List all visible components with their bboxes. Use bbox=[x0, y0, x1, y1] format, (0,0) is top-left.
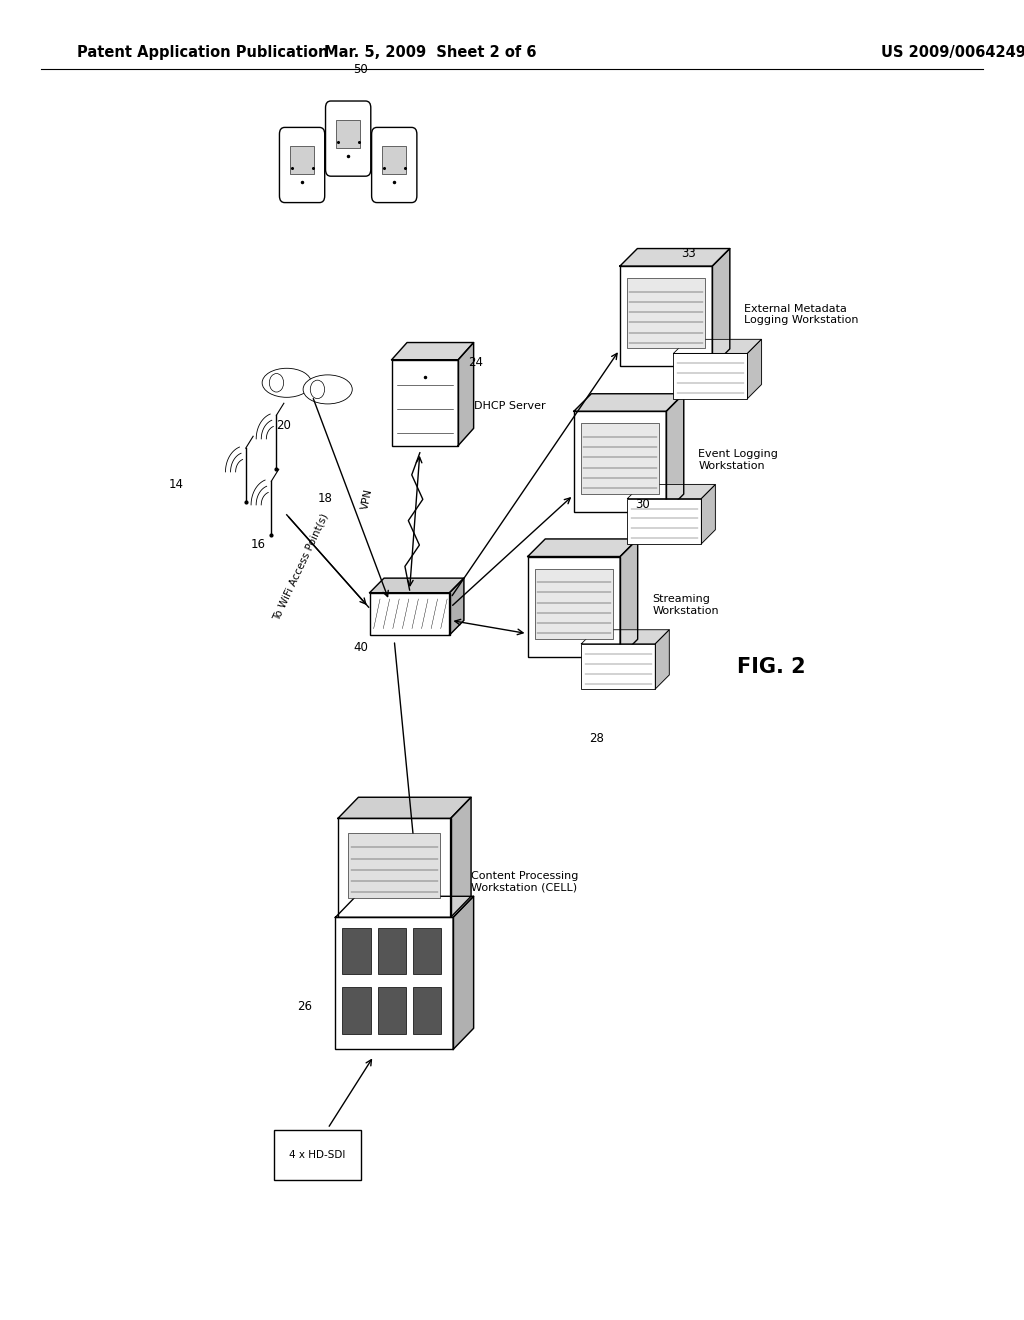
Bar bbox=[527, 557, 621, 657]
Text: Patent Application Publication: Patent Application Publication bbox=[77, 45, 329, 61]
Bar bbox=[627, 279, 706, 348]
Polygon shape bbox=[453, 896, 473, 1049]
Polygon shape bbox=[674, 339, 762, 354]
Text: 24: 24 bbox=[468, 355, 483, 368]
Text: 40: 40 bbox=[353, 640, 369, 653]
Bar bbox=[573, 412, 667, 512]
Bar bbox=[348, 833, 440, 898]
Bar bbox=[413, 987, 441, 1034]
Polygon shape bbox=[701, 484, 716, 544]
Text: 18: 18 bbox=[317, 491, 333, 504]
Polygon shape bbox=[713, 248, 730, 367]
Bar bbox=[274, 1130, 361, 1180]
Bar bbox=[336, 120, 360, 148]
Text: 28: 28 bbox=[589, 731, 604, 744]
Text: 14: 14 bbox=[169, 478, 184, 491]
Bar bbox=[581, 424, 659, 494]
Polygon shape bbox=[748, 339, 762, 399]
FancyBboxPatch shape bbox=[326, 102, 371, 176]
Text: 26: 26 bbox=[297, 999, 312, 1012]
Bar bbox=[674, 354, 748, 399]
Polygon shape bbox=[621, 539, 638, 657]
Bar bbox=[370, 593, 450, 635]
Text: 4 x HD-SDI: 4 x HD-SDI bbox=[289, 1150, 346, 1160]
Bar bbox=[290, 147, 314, 174]
Bar bbox=[378, 928, 406, 974]
Polygon shape bbox=[338, 797, 471, 818]
Text: External Metadata
Logging Workstation: External Metadata Logging Workstation bbox=[744, 304, 859, 326]
Text: Event Logging
Workstation: Event Logging Workstation bbox=[698, 449, 778, 471]
Polygon shape bbox=[582, 630, 670, 644]
Text: To WiFi Access Point(s): To WiFi Access Point(s) bbox=[271, 512, 330, 623]
Text: 33: 33 bbox=[681, 247, 695, 260]
Text: US 2009/0064249 A1: US 2009/0064249 A1 bbox=[881, 45, 1024, 61]
Polygon shape bbox=[391, 342, 473, 359]
Bar bbox=[582, 644, 655, 689]
Text: 16: 16 bbox=[251, 537, 266, 550]
Circle shape bbox=[310, 380, 325, 399]
Polygon shape bbox=[628, 484, 716, 499]
FancyBboxPatch shape bbox=[280, 128, 325, 202]
Polygon shape bbox=[336, 896, 473, 917]
FancyBboxPatch shape bbox=[372, 128, 417, 202]
Polygon shape bbox=[450, 578, 464, 635]
Bar bbox=[342, 928, 371, 974]
Polygon shape bbox=[370, 578, 464, 593]
Text: 20: 20 bbox=[276, 418, 292, 432]
Bar bbox=[342, 987, 371, 1034]
Text: Content Processing
Workstation (CELL): Content Processing Workstation (CELL) bbox=[471, 871, 579, 894]
Bar bbox=[391, 359, 458, 446]
Text: FIG. 2: FIG. 2 bbox=[737, 657, 806, 677]
Bar bbox=[378, 987, 406, 1034]
Bar bbox=[336, 917, 453, 1049]
Polygon shape bbox=[620, 248, 730, 267]
Text: 50: 50 bbox=[353, 62, 368, 75]
Polygon shape bbox=[458, 342, 473, 446]
Text: DHCP Server: DHCP Server bbox=[474, 401, 546, 412]
Text: Streaming
Workstation: Streaming Workstation bbox=[652, 594, 719, 616]
Bar bbox=[535, 569, 613, 639]
Polygon shape bbox=[451, 797, 471, 917]
Bar bbox=[338, 818, 451, 917]
Text: Mar. 5, 2009  Sheet 2 of 6: Mar. 5, 2009 Sheet 2 of 6 bbox=[324, 45, 537, 61]
Polygon shape bbox=[655, 630, 670, 689]
Polygon shape bbox=[667, 393, 684, 512]
Bar bbox=[628, 499, 701, 544]
Bar bbox=[620, 267, 713, 367]
Polygon shape bbox=[527, 539, 638, 557]
Circle shape bbox=[269, 374, 284, 392]
Ellipse shape bbox=[303, 375, 352, 404]
Text: 30: 30 bbox=[635, 498, 649, 511]
Ellipse shape bbox=[262, 368, 311, 397]
Polygon shape bbox=[573, 393, 684, 412]
Bar bbox=[382, 147, 407, 174]
Bar bbox=[413, 928, 441, 974]
Text: VPN: VPN bbox=[360, 487, 375, 511]
